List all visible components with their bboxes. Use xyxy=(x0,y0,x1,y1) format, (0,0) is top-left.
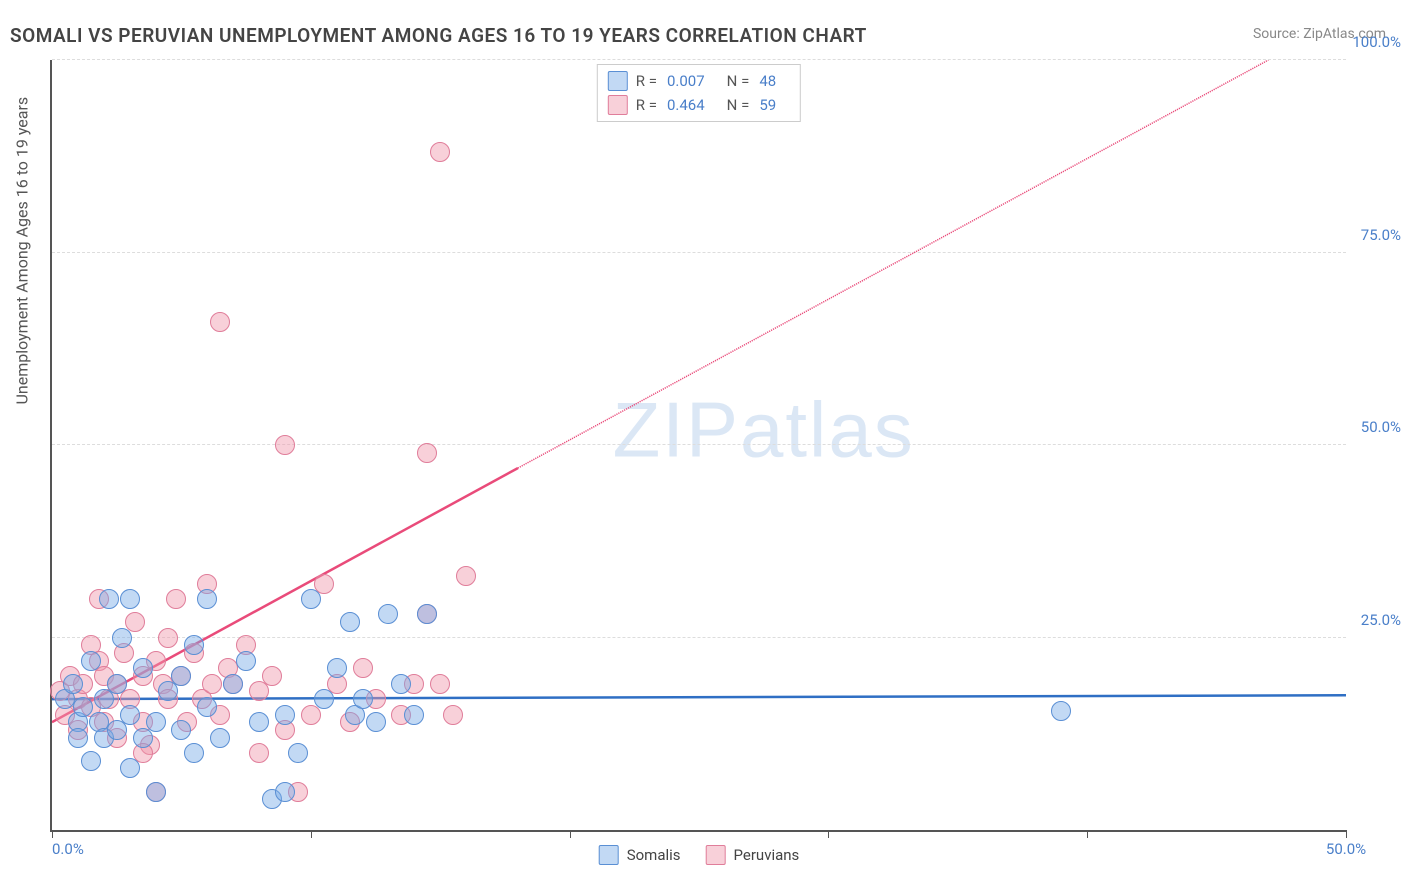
chart-title: SOMALI VS PERUVIAN UNEMPLOYMENT AMONG AG… xyxy=(10,24,867,47)
n-label: N = xyxy=(727,96,750,114)
x-tick xyxy=(828,830,829,838)
data-point-somali xyxy=(301,589,321,609)
data-point-peruvian xyxy=(456,566,476,586)
data-point-somali xyxy=(112,628,132,648)
x-tick xyxy=(311,830,312,838)
data-point-somali xyxy=(171,666,191,686)
legend-swatch xyxy=(608,71,628,91)
trend-lines xyxy=(52,60,1346,830)
data-point-somali xyxy=(236,651,256,671)
data-point-somali xyxy=(1051,701,1071,721)
data-point-somali xyxy=(197,589,217,609)
r-value: 0.464 xyxy=(667,96,705,114)
data-point-somali xyxy=(81,751,101,771)
x-tick-label-max: 50.0% xyxy=(1326,840,1366,858)
data-point-somali xyxy=(133,658,153,678)
data-point-somali xyxy=(81,651,101,671)
data-point-somali xyxy=(366,712,386,732)
legend-swatch xyxy=(608,95,628,115)
data-point-somali xyxy=(68,728,88,748)
x-tick xyxy=(1346,830,1347,838)
data-point-somali xyxy=(120,705,140,725)
data-point-somali xyxy=(197,697,217,717)
y-tick-label: 25.0% xyxy=(1361,611,1401,629)
r-value: 0.007 xyxy=(667,72,705,90)
data-point-somali xyxy=(275,782,295,802)
data-point-somali xyxy=(73,697,93,717)
data-point-somali xyxy=(171,720,191,740)
data-point-somali xyxy=(120,758,140,778)
data-point-somali xyxy=(391,674,411,694)
gridline xyxy=(52,444,1346,445)
legend-swatch xyxy=(599,845,619,865)
data-point-peruvian xyxy=(275,435,295,455)
data-point-somali xyxy=(223,674,243,694)
data-point-somali xyxy=(275,705,295,725)
data-point-peruvian xyxy=(417,443,437,463)
data-point-somali xyxy=(249,712,269,732)
watermark: ZIPatlas xyxy=(613,384,915,475)
series-legend: Somalis Peruvians xyxy=(599,845,800,865)
legend-label: Peruvians xyxy=(734,846,800,864)
correlation-legend: R = 0.007 N = 48 R = 0.464 N = 59 xyxy=(597,64,801,122)
data-point-somali xyxy=(210,728,230,748)
y-tick-label: 100.0% xyxy=(1352,33,1401,51)
data-point-peruvian xyxy=(210,312,230,332)
data-point-somali xyxy=(340,612,360,632)
legend-swatch xyxy=(706,845,726,865)
data-point-somali xyxy=(314,689,334,709)
data-point-peruvian xyxy=(262,666,282,686)
data-point-somali xyxy=(63,674,83,694)
y-tick-label: 75.0% xyxy=(1361,226,1401,244)
x-tick xyxy=(52,830,53,838)
data-point-somali xyxy=(146,712,166,732)
data-point-peruvian xyxy=(353,658,373,678)
data-point-somali xyxy=(327,658,347,678)
legend-item: Somalis xyxy=(599,845,681,865)
data-point-somali xyxy=(146,782,166,802)
legend-label: Somalis xyxy=(627,846,681,864)
gridline xyxy=(52,252,1346,253)
n-value: 48 xyxy=(759,72,776,90)
data-point-somali xyxy=(417,604,437,624)
y-tick-label: 50.0% xyxy=(1361,418,1401,436)
data-point-somali xyxy=(404,705,424,725)
data-point-peruvian xyxy=(202,674,222,694)
gridline xyxy=(52,59,1346,60)
x-tick xyxy=(1087,830,1088,838)
data-point-peruvian xyxy=(443,705,463,725)
n-label: N = xyxy=(727,72,750,90)
n-value: 59 xyxy=(759,96,776,114)
y-axis-label: Unemployment Among Ages 16 to 19 years xyxy=(13,97,32,405)
data-point-somali xyxy=(107,674,127,694)
data-point-peruvian xyxy=(158,628,178,648)
data-point-somali xyxy=(99,589,119,609)
data-point-somali xyxy=(353,689,373,709)
correlation-row: R = 0.464 N = 59 xyxy=(608,93,790,117)
data-point-peruvian xyxy=(166,589,186,609)
correlation-row: R = 0.007 N = 48 xyxy=(608,69,790,93)
data-point-peruvian xyxy=(430,674,450,694)
legend-item: Peruvians xyxy=(706,845,800,865)
plot-area: Unemployment Among Ages 16 to 19 years Z… xyxy=(50,60,1346,832)
x-tick-label-min: 0.0% xyxy=(52,840,84,858)
data-point-peruvian xyxy=(249,743,269,763)
data-point-somali xyxy=(120,589,140,609)
r-label: R = xyxy=(636,96,657,114)
data-point-peruvian xyxy=(430,142,450,162)
data-point-somali xyxy=(378,604,398,624)
x-tick xyxy=(570,830,571,838)
data-point-somali xyxy=(184,743,204,763)
r-label: R = xyxy=(636,72,657,90)
data-point-somali xyxy=(288,743,308,763)
data-point-somali xyxy=(184,635,204,655)
